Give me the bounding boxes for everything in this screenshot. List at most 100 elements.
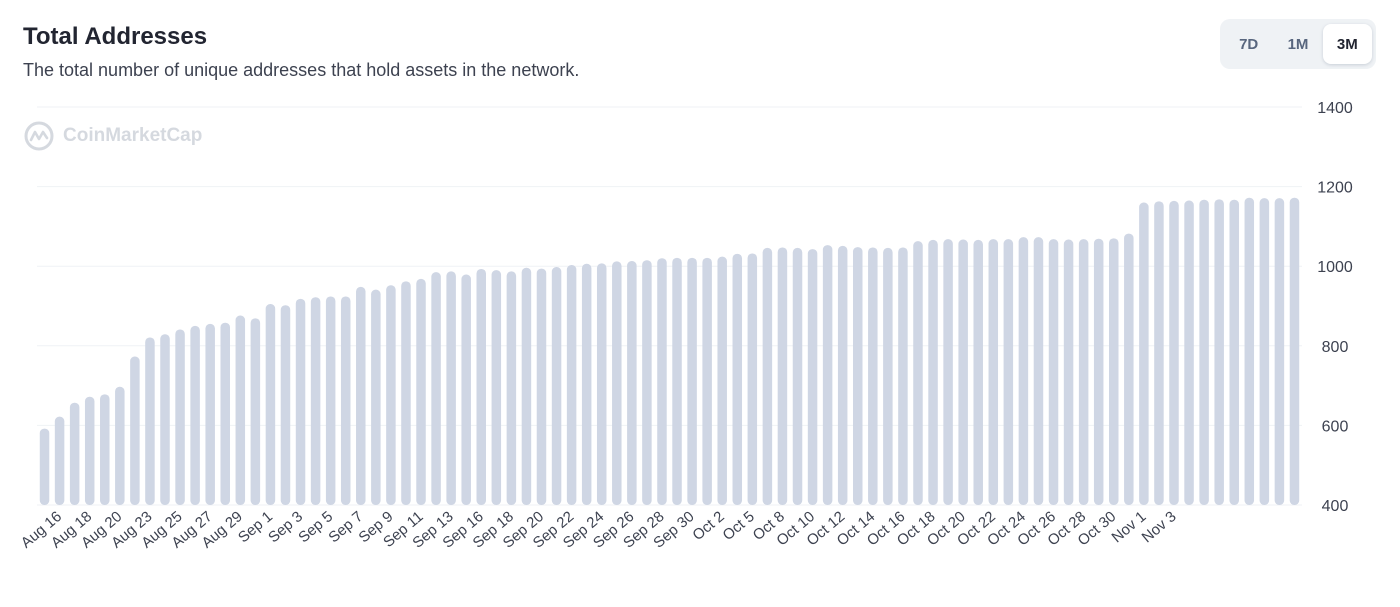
bar[interactable] <box>732 253 743 505</box>
bar[interactable] <box>702 257 712 505</box>
bar[interactable] <box>1154 201 1164 506</box>
bar[interactable] <box>988 239 999 506</box>
bar[interactable] <box>1033 237 1044 505</box>
bar[interactable] <box>657 258 667 505</box>
bar[interactable] <box>943 239 953 506</box>
bar[interactable] <box>446 271 456 505</box>
coinmarketcap-logo-icon <box>24 121 54 151</box>
bar[interactable] <box>1214 199 1224 505</box>
bar[interactable] <box>115 386 125 505</box>
bar[interactable] <box>807 249 818 505</box>
bar[interactable] <box>1274 198 1285 505</box>
watermark-text: CoinMarketCap <box>63 125 203 146</box>
bar[interactable] <box>898 247 908 505</box>
bar[interactable] <box>1244 197 1255 505</box>
bar[interactable] <box>1078 239 1089 506</box>
bar[interactable] <box>1169 200 1179 506</box>
chart-title: Total Addresses <box>23 23 208 50</box>
bar[interactable] <box>1048 239 1059 506</box>
range-1m-button[interactable]: 1M <box>1273 24 1322 64</box>
bar[interactable] <box>1003 239 1014 506</box>
bar[interactable] <box>1289 197 1300 505</box>
bar[interactable] <box>205 323 215 505</box>
bar[interactable] <box>1199 199 1209 505</box>
bar[interactable] <box>250 318 261 505</box>
bar[interactable] <box>416 278 426 505</box>
bar[interactable] <box>340 296 351 505</box>
bar[interactable] <box>792 247 803 505</box>
bar[interactable] <box>1093 238 1104 505</box>
y-tick-label: 400 <box>1322 498 1349 515</box>
bar[interactable] <box>491 270 502 505</box>
bar[interactable] <box>822 245 833 505</box>
bar[interactable] <box>145 337 155 505</box>
bar[interactable] <box>1063 239 1074 505</box>
bar[interactable] <box>687 257 697 505</box>
x-tick-label: Sep 5 <box>295 508 336 546</box>
bar[interactable] <box>928 239 938 505</box>
bar[interactable] <box>401 281 411 505</box>
bar[interactable] <box>476 268 487 505</box>
bar[interactable] <box>883 247 893 505</box>
bar[interactable] <box>1259 198 1270 505</box>
bar[interactable] <box>536 268 547 505</box>
bar[interactable] <box>837 245 848 506</box>
bar[interactable] <box>566 265 577 505</box>
bar[interactable] <box>762 247 773 505</box>
bar[interactable] <box>1184 200 1194 505</box>
bar[interactable] <box>69 402 80 505</box>
bar[interactable] <box>612 261 622 505</box>
bar[interactable] <box>295 298 306 505</box>
bar[interactable] <box>777 247 788 505</box>
bar[interactable] <box>1018 237 1029 505</box>
bar[interactable] <box>100 394 110 505</box>
bar[interactable] <box>747 253 758 505</box>
bar[interactable] <box>356 286 366 505</box>
coinmarketcap-watermark: CoinMarketCap <box>23 120 202 152</box>
bar[interactable] <box>190 325 200 505</box>
bar[interactable] <box>461 274 471 505</box>
bar[interactable] <box>868 247 878 505</box>
bar[interactable] <box>160 334 170 505</box>
bar[interactable] <box>1109 238 1119 505</box>
bar[interactable] <box>521 267 532 505</box>
bar[interactable] <box>265 304 276 505</box>
bar[interactable] <box>1139 202 1149 505</box>
bar[interactable] <box>431 272 441 505</box>
bar[interactable] <box>627 261 637 505</box>
bar[interactable] <box>220 322 230 505</box>
bar[interactable] <box>913 241 923 505</box>
bar[interactable] <box>371 289 381 505</box>
bar[interactable] <box>506 271 517 505</box>
bar[interactable] <box>1124 233 1134 505</box>
bar[interactable] <box>717 256 727 505</box>
x-tick-label: Oct 2 <box>689 508 727 544</box>
bar[interactable] <box>1229 199 1239 505</box>
bar[interactable] <box>310 297 321 505</box>
x-tick-label: Oct 5 <box>720 508 758 544</box>
bar[interactable] <box>672 257 682 505</box>
x-tick-label: Sep 7 <box>325 508 366 546</box>
bar[interactable] <box>325 296 336 505</box>
bar[interactable] <box>958 239 968 505</box>
bar[interactable] <box>852 247 863 505</box>
bar[interactable] <box>973 239 983 505</box>
bar[interactable] <box>130 356 140 505</box>
bar[interactable] <box>581 263 592 505</box>
range-3m-button[interactable]: 3M <box>1322 24 1372 64</box>
bar[interactable] <box>175 329 185 505</box>
bar[interactable] <box>235 315 246 505</box>
bar[interactable] <box>642 260 652 505</box>
time-range-toggle: 7D 1M 3M <box>1220 19 1376 69</box>
bar[interactable] <box>386 285 396 505</box>
bar[interactable] <box>596 263 607 505</box>
bar[interactable] <box>551 266 562 505</box>
range-7d-button[interactable]: 7D <box>1224 24 1273 64</box>
bar[interactable] <box>280 305 291 505</box>
y-tick-label: 800 <box>1322 339 1349 356</box>
bar[interactable] <box>39 428 50 505</box>
x-tick-label: Nov 1 <box>1108 508 1149 546</box>
bar[interactable] <box>84 396 95 505</box>
bar[interactable] <box>54 416 65 505</box>
